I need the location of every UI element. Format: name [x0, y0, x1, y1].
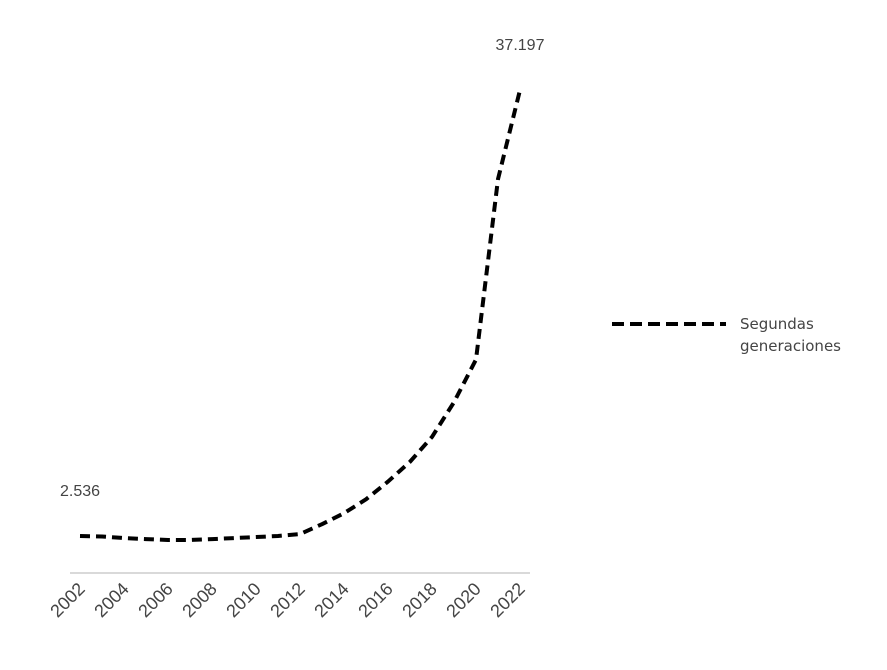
- x-tick-label: 2020: [442, 579, 484, 621]
- x-tick-label: 2014: [310, 579, 352, 621]
- x-tick-label: 2006: [134, 579, 176, 621]
- data-label: 37.197: [496, 37, 545, 54]
- x-tick-label: 2008: [178, 579, 220, 621]
- x-tick-label: 2002: [46, 579, 88, 621]
- x-tick-label: 2022: [486, 579, 528, 621]
- legend-label: Segundas generaciones: [740, 315, 841, 355]
- x-tick-label: 2004: [90, 579, 132, 621]
- x-tick-label: 2016: [354, 579, 396, 621]
- series-line: [79, 89, 522, 542]
- data-label: 2.536: [60, 483, 100, 500]
- x-tick-label: 2012: [266, 579, 308, 621]
- x-tick-label: 2010: [222, 579, 264, 621]
- x-tick-label: 2018: [398, 579, 440, 621]
